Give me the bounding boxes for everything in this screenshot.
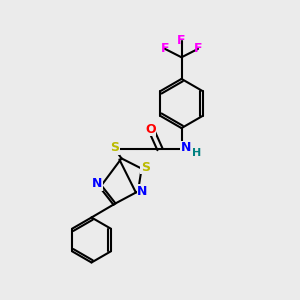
Text: H: H [193, 148, 202, 158]
Text: N: N [181, 141, 191, 154]
Text: S: S [110, 141, 119, 154]
Text: N: N [92, 177, 102, 190]
Text: F: F [177, 34, 186, 47]
Text: O: O [145, 123, 156, 136]
Text: F: F [194, 42, 202, 56]
Text: F: F [161, 42, 169, 56]
Text: N: N [137, 185, 148, 198]
Text: S: S [141, 160, 150, 174]
